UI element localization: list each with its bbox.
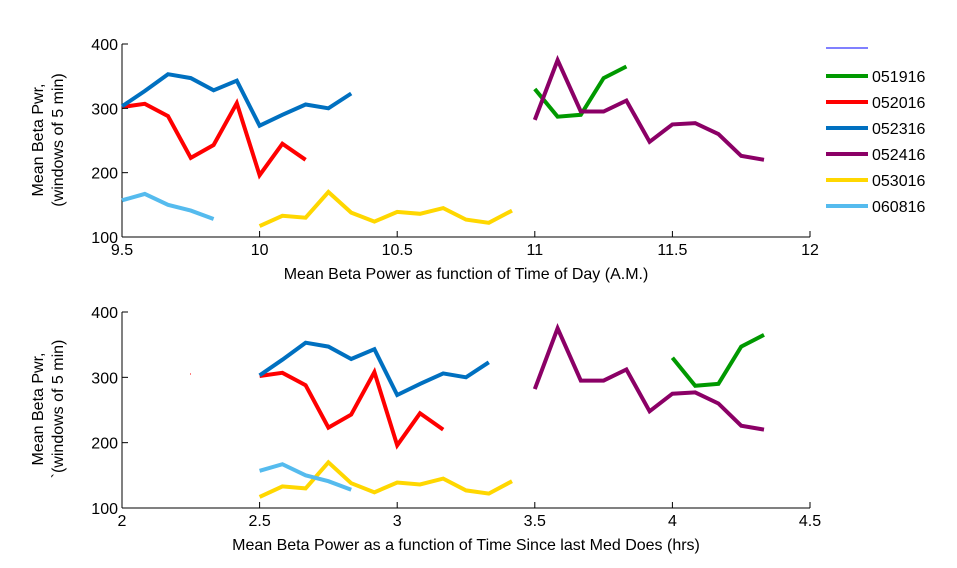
- x-axis-label: Mean Beta Power as function of Time of D…: [284, 266, 649, 283]
- series-line-052316: [120, 72, 353, 129]
- y-axis-label-line1: Mean Beta Pwr,: [30, 353, 47, 466]
- legend-label: 051916: [872, 69, 925, 86]
- series-line-051916: [533, 64, 628, 119]
- tick-layer: 9.5 10 10.5 11 11.5 12 100 200 300 400: [91, 37, 819, 259]
- series-layer: [120, 54, 765, 228]
- y-axis-label-line2: `(windows of 5 min): [50, 340, 67, 479]
- x-tick-label: 4.5: [799, 513, 821, 530]
- x-tick-label: 3.5: [524, 513, 546, 530]
- axes-frame: [121, 44, 810, 238]
- x-axis-label: Mean Beta Power as a function of Time Si…: [232, 537, 700, 554]
- series-line-052416: [532, 323, 765, 432]
- series-line-052316: [258, 340, 490, 398]
- series-line-052416: [532, 54, 765, 162]
- y-tick-label: 100: [91, 501, 118, 518]
- y-tick-label: 400: [91, 305, 118, 322]
- series-line-052016: [259, 366, 445, 450]
- legend-label: 053016: [872, 173, 925, 190]
- y-tick-label: 200: [91, 436, 118, 453]
- series-line-060816: [259, 462, 352, 492]
- chart-time-since-med: 2 2.5 3 3.5 4 4.5 100 200 300 400 Mean Beta Power…: [30, 305, 821, 554]
- chart-time-of-day: 9.5 10 10.5 11 11.5 12 100 200 300 400 Mean Beta …: [30, 37, 819, 283]
- x-tick-label: 11.5: [657, 242, 687, 259]
- x-tick-label: 11: [526, 242, 543, 259]
- series-line-052016: [121, 98, 307, 180]
- legend-label: 060816: [872, 199, 925, 216]
- y-tick-label: 300: [91, 370, 118, 387]
- x-tick-label: 2: [118, 513, 127, 530]
- series-line-060816: [121, 191, 215, 221]
- x-tick-label: 12: [801, 242, 819, 259]
- legend-label: 052016: [872, 95, 925, 112]
- x-tick-label: 4: [668, 513, 677, 530]
- legend-label: 052316: [872, 121, 925, 138]
- series-line-051916: [670, 333, 765, 388]
- y-tick-label: 300: [91, 101, 118, 118]
- y-tick-label: 200: [91, 166, 118, 183]
- tick-layer: 2 2.5 3 3.5 4 4.5 100 200 300 400: [91, 305, 821, 530]
- y-tick-label: 100: [91, 230, 118, 247]
- x-tick-label: 2.5: [248, 513, 270, 530]
- x-tick-label: 9.5: [111, 242, 133, 259]
- x-tick-label: 3: [393, 513, 402, 530]
- y-axis-label-line1: Mean Beta Pwr,: [30, 84, 47, 197]
- y-axis-label-line2: (windows of 5 min): [50, 73, 67, 206]
- series-line-053016: [258, 189, 513, 228]
- x-tick-label: 10: [251, 242, 269, 259]
- legend: 051916 052016 052316 052416 053016 060816: [826, 47, 925, 216]
- x-tick-label: 10.5: [382, 242, 413, 259]
- y-tick-label: 400: [91, 37, 118, 54]
- axes-frame: [121, 312, 810, 509]
- legend-label: 052416: [872, 147, 925, 164]
- series-layer: [258, 323, 765, 499]
- series-line-053016: [258, 459, 513, 499]
